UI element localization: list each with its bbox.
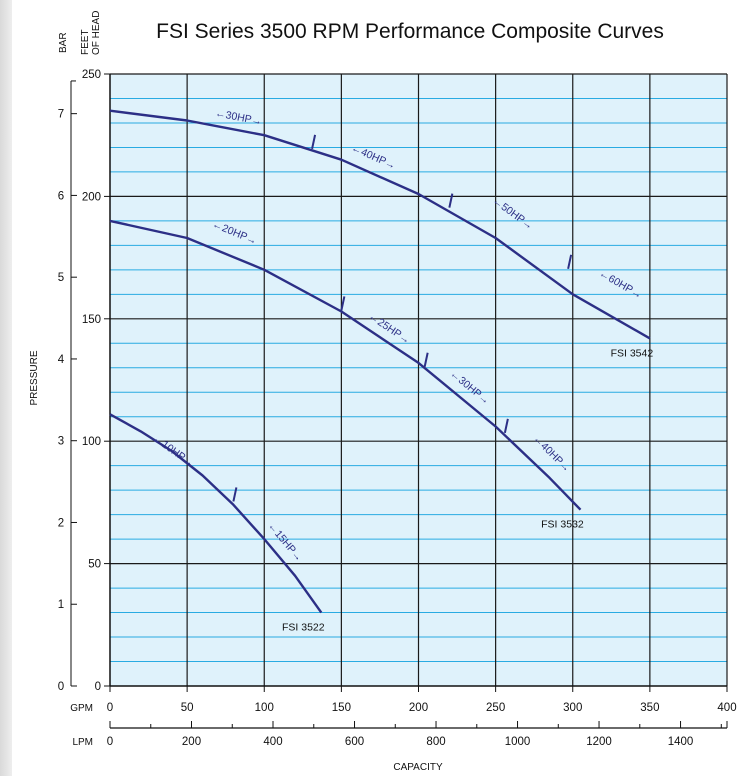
model-label: FSI 3532 <box>541 519 584 531</box>
feet-tick-label: 150 <box>82 314 101 326</box>
hp-boundary-mark <box>448 193 454 208</box>
model-label: FSI 3542 <box>611 347 654 359</box>
lpm-tick-label: 1000 <box>505 736 531 748</box>
lpm-tick-label: 600 <box>345 736 364 748</box>
bar-tick-label: 5 <box>58 272 64 284</box>
gpm-tick-label: 100 <box>255 702 274 714</box>
gpm-tick-label: 0 <box>107 702 113 714</box>
model-label: FSI 3522 <box>282 622 325 634</box>
bar-tick-label: 2 <box>58 517 64 529</box>
grid-lines <box>110 73 728 686</box>
pump-curve <box>109 219 582 511</box>
lpm-tick-label: 400 <box>263 736 282 748</box>
hp-boundary-mark <box>567 254 573 270</box>
y-axis-feet-label-line1: FEET <box>80 29 91 55</box>
x-axis-lpm-unit: LPM <box>72 737 93 748</box>
feet-tick-label: 0 <box>95 681 101 693</box>
x-axis-capacity-label: CAPACITY <box>393 762 443 773</box>
gpm-tick-label: 350 <box>640 702 659 714</box>
lpm-tick-label: 1200 <box>586 736 612 748</box>
bar-tick-label: 1 <box>58 599 64 611</box>
gpm-tick-label: 250 <box>486 702 505 714</box>
lpm-tick-label: 800 <box>426 736 445 748</box>
hp-boundary-mark <box>423 352 429 367</box>
feet-tick-label: 100 <box>82 436 101 448</box>
gpm-tick-label: 200 <box>409 702 428 714</box>
hp-boundary-mark <box>311 134 317 150</box>
gpm-tick-label: 50 <box>181 702 194 714</box>
bar-tick-label: 3 <box>58 436 64 448</box>
page-edge-strip <box>0 0 12 776</box>
y-axis-feet-label-line2: OF HEAD <box>91 11 102 55</box>
pump-curve <box>109 109 651 340</box>
lpm-tick-label: 200 <box>182 736 201 748</box>
gpm-tick-label: 150 <box>332 702 351 714</box>
gpm-tick-label: 300 <box>563 702 582 714</box>
lpm-tick-label: 0 <box>107 736 113 748</box>
bar-tick-label: 4 <box>58 354 65 366</box>
hp-boundary-mark <box>503 418 509 434</box>
bar-tick-label: 0 <box>58 681 64 693</box>
x-axis-gpm-unit: GPM <box>70 703 93 714</box>
bar-tick-label: 6 <box>58 190 64 202</box>
bar-tick-label: 7 <box>58 109 64 121</box>
hp-boundary-mark <box>232 487 238 502</box>
hp-boundary-mark <box>340 296 346 311</box>
y-axis-bar-label: BAR <box>58 32 69 53</box>
feet-tick-label: 250 <box>82 69 101 81</box>
chart-title: FSI Series 3500 RPM Performance Composit… <box>156 20 664 43</box>
feet-tick-label: 50 <box>88 559 101 571</box>
axes: 0 50 100 150 200 250 0 1 2 3 4 5 6 7 0 50 100 150 200 250 30… <box>58 69 737 748</box>
pump-curve <box>109 413 323 614</box>
y-axis-pressure-label: PRESSURE <box>29 350 40 405</box>
feet-tick-label: 200 <box>82 191 101 203</box>
gpm-tick-label: 400 <box>717 702 736 714</box>
lpm-tick-label: 1400 <box>668 736 694 748</box>
